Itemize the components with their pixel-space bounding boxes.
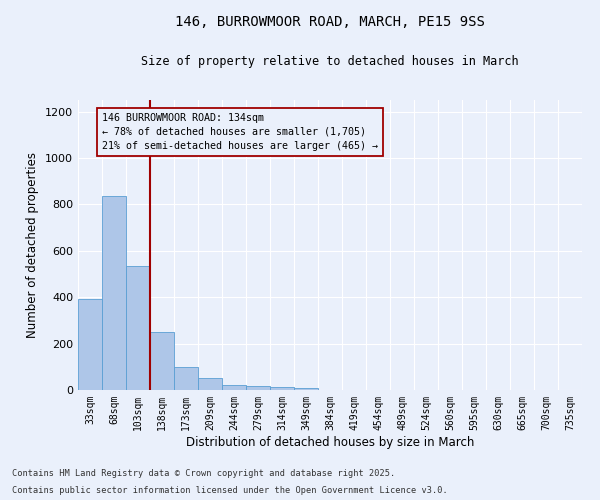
- Text: Contains public sector information licensed under the Open Government Licence v3: Contains public sector information licen…: [12, 486, 448, 495]
- Bar: [270, 387, 294, 390]
- Y-axis label: Number of detached properties: Number of detached properties: [26, 152, 40, 338]
- Bar: [294, 388, 318, 390]
- Bar: [150, 332, 174, 390]
- Bar: [78, 299, 102, 390]
- Text: 146, BURROWMOOR ROAD, MARCH, PE15 9SS: 146, BURROWMOOR ROAD, MARCH, PE15 9SS: [175, 15, 485, 29]
- Text: Contains HM Land Registry data © Crown copyright and database right 2025.: Contains HM Land Registry data © Crown c…: [12, 468, 395, 477]
- Bar: [174, 367, 198, 390]
- Bar: [126, 266, 150, 390]
- Bar: [222, 385, 246, 390]
- Bar: [246, 386, 270, 390]
- Bar: [198, 378, 222, 390]
- X-axis label: Distribution of detached houses by size in March: Distribution of detached houses by size …: [186, 436, 474, 448]
- Text: Size of property relative to detached houses in March: Size of property relative to detached ho…: [141, 55, 519, 68]
- Text: 146 BURROWMOOR ROAD: 134sqm
← 78% of detached houses are smaller (1,705)
21% of : 146 BURROWMOOR ROAD: 134sqm ← 78% of det…: [102, 113, 378, 151]
- Bar: [102, 196, 126, 390]
